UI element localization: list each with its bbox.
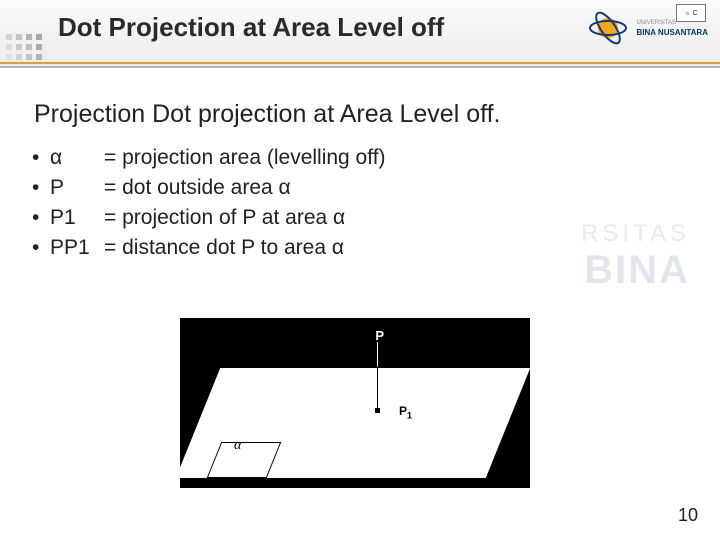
point-p1-dot bbox=[375, 408, 380, 413]
definition: = projection area (levelling off) bbox=[104, 146, 386, 169]
slide-title: Dot Projection at Area Level off bbox=[58, 12, 444, 43]
header-decorative-squares bbox=[6, 34, 52, 64]
definition-list: α= projection area (levelling off) P= do… bbox=[34, 143, 686, 263]
university-logo: UNIVERSITAS BINA NUSANTARA bbox=[586, 6, 708, 50]
sun-icon bbox=[586, 6, 630, 50]
term: PP1 bbox=[50, 233, 104, 263]
slide-header: Dot Projection at Area Level off ☼ C UNI… bbox=[0, 0, 720, 68]
term: α bbox=[50, 143, 104, 173]
bullet-item: α= projection area (levelling off) bbox=[50, 143, 686, 173]
header-grey-line bbox=[0, 66, 720, 68]
logo-text: UNIVERSITAS BINA NUSANTARA bbox=[636, 19, 708, 37]
definition: = distance dot P to area α bbox=[104, 236, 344, 259]
point-p-label: P bbox=[375, 328, 384, 343]
point-p1-label: P1 bbox=[399, 404, 412, 420]
bullet-item: P= dot outside area α bbox=[50, 173, 686, 203]
page-number: 10 bbox=[678, 505, 698, 526]
bullet-item: PP1= distance dot P to area α bbox=[50, 233, 686, 263]
term: P bbox=[50, 173, 104, 203]
bullet-item: P1= projection of P at area α bbox=[50, 203, 686, 233]
logo-line1: UNIVERSITAS bbox=[636, 19, 708, 28]
slide-content: Projection Dot projection at Area Level … bbox=[34, 100, 686, 263]
header-accent-line bbox=[0, 62, 720, 64]
definition: = dot outside area α bbox=[104, 176, 291, 199]
alpha-label: α bbox=[234, 438, 241, 454]
projection-line bbox=[377, 342, 379, 410]
logo-line2: BINA NUSANTARA bbox=[636, 28, 708, 37]
projection-diagram: α P P1 bbox=[180, 318, 530, 488]
term: P1 bbox=[50, 203, 104, 233]
definition: = projection of P at area α bbox=[104, 206, 345, 229]
content-subtitle: Projection Dot projection at Area Level … bbox=[34, 100, 686, 129]
